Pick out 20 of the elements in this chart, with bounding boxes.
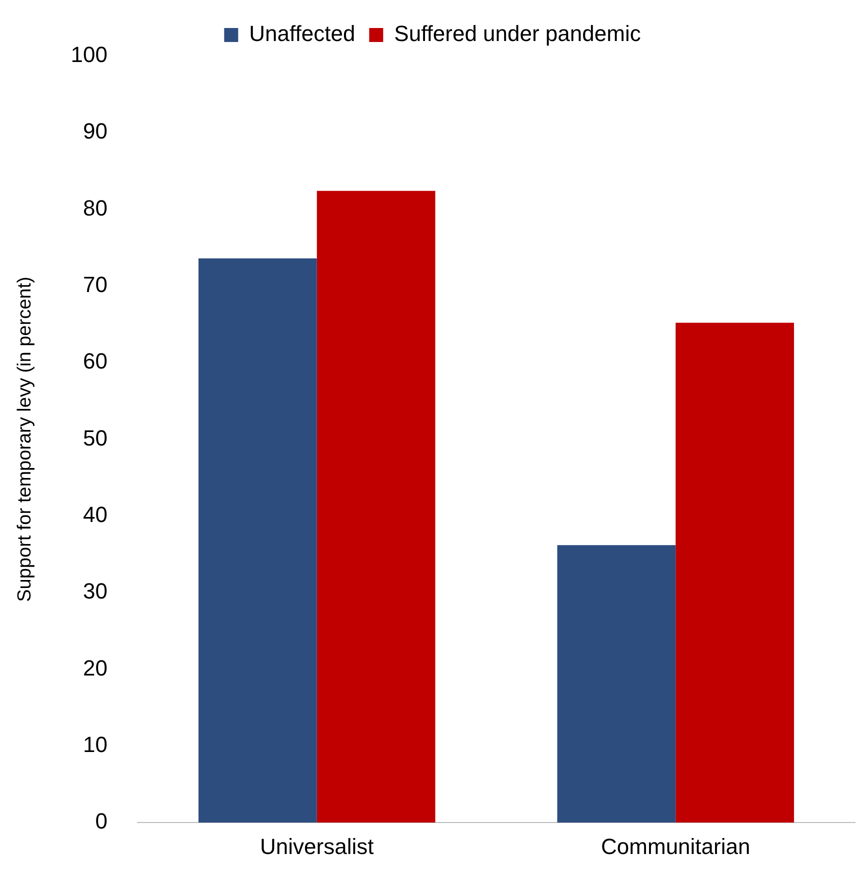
y-tick-label: 100 — [70, 42, 108, 68]
y-tick-label: 80 — [83, 195, 108, 220]
x-tick-label: Universalist — [260, 834, 374, 859]
y-tick-label: 40 — [83, 502, 108, 528]
bar — [198, 258, 317, 823]
legend-label: Suffered under pandemic — [394, 21, 641, 46]
y-axis-title: Support for temporary levy (in percent) — [14, 276, 36, 602]
bar — [316, 190, 436, 823]
y-tick-label: 20 — [83, 655, 108, 680]
bar — [557, 545, 676, 823]
x-tick-label: Communitarian — [601, 834, 750, 859]
y-tick-label: 0 — [95, 808, 108, 834]
y-tick-label: 50 — [83, 425, 108, 450]
y-tick-label: 70 — [83, 272, 108, 298]
bar — [676, 322, 794, 823]
y-tick-label: 10 — [83, 732, 108, 758]
y-tick-label: 90 — [83, 118, 108, 144]
y-tick-label: 60 — [83, 348, 108, 374]
y-tick-label: 30 — [83, 578, 108, 604]
legend-label: Unaffected — [249, 21, 356, 46]
